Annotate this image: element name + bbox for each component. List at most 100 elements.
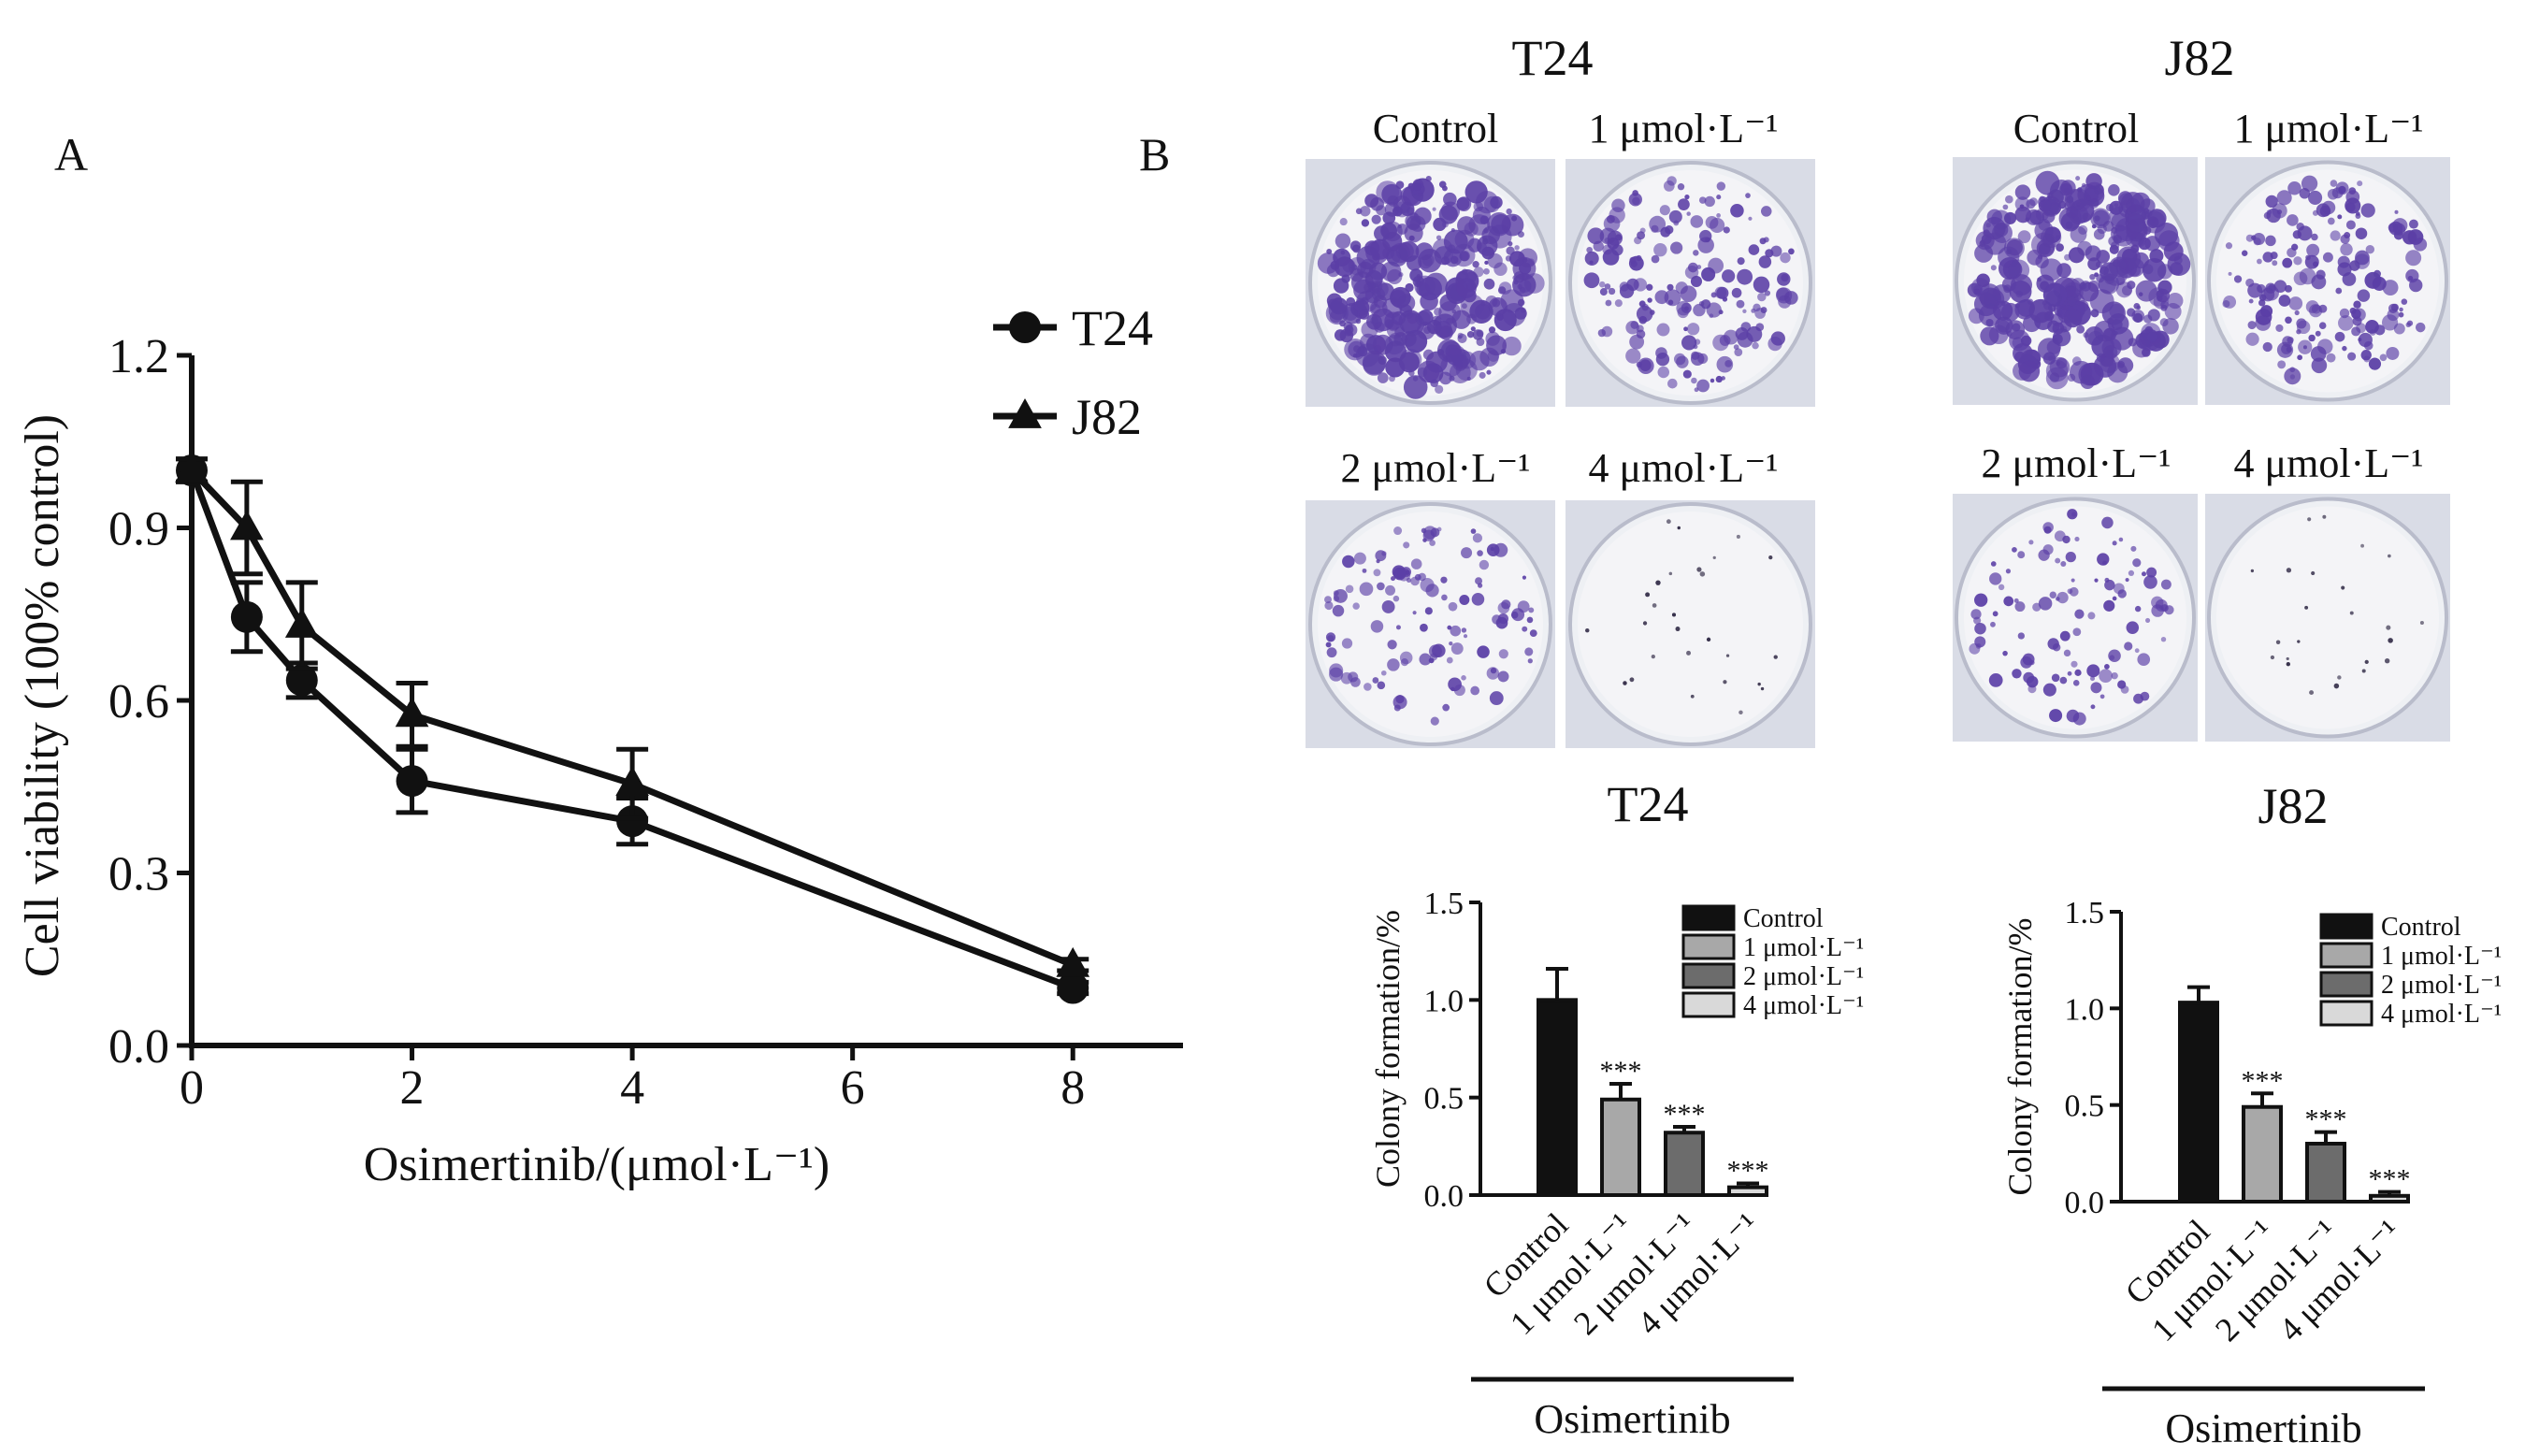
colony-dot <box>2250 569 2255 573</box>
colony-dot <box>1435 384 1444 395</box>
colony-dot <box>1449 641 1453 646</box>
colony-dot <box>2067 296 2077 307</box>
colony-dot <box>2225 242 2233 250</box>
dish-well <box>2216 169 2439 393</box>
colony-dot <box>2262 252 2273 263</box>
colony-dot <box>2340 242 2353 256</box>
colony-dot <box>2049 709 2063 723</box>
colony-dot <box>2049 356 2070 378</box>
colony-dot <box>1710 378 1715 383</box>
colony-dot <box>1350 271 1374 295</box>
bar-legend-swatch <box>2319 1000 2374 1027</box>
colony-dot <box>2114 331 2118 336</box>
colony-dot <box>1405 212 1421 230</box>
plate-label-j82-2: 1 μmol·L⁻¹ <box>2234 106 2424 151</box>
colony-dot <box>2134 648 2140 654</box>
colony-dot <box>1369 299 1388 318</box>
colony-dot <box>2253 238 2261 246</box>
colony-dot <box>2104 663 2110 670</box>
colony-dot <box>1986 209 2002 225</box>
colony-dot <box>1472 533 1483 543</box>
colony-dot <box>1398 352 1420 373</box>
colony-dot <box>2097 553 2110 566</box>
colony-dot <box>1760 206 1772 217</box>
colony-dot <box>1681 335 1697 351</box>
colony-dot <box>1659 205 1670 216</box>
colony-dot <box>1422 349 1435 360</box>
colony-dot <box>1483 267 1490 275</box>
colony-dot <box>1342 555 1355 569</box>
colony-dot <box>2419 621 2424 626</box>
colony-dot <box>2321 200 2336 215</box>
colony-dot <box>1417 360 1440 383</box>
colony-dot <box>2067 670 2072 676</box>
colony-dot <box>2351 326 2361 337</box>
colony-dot <box>2287 180 2301 195</box>
colony-dot <box>2164 303 2182 321</box>
colony-dot <box>2302 345 2307 350</box>
bar-legend-swatch <box>2319 942 2374 969</box>
bar-legend-label: 1 μmol·L⁻¹ <box>2381 942 2502 971</box>
colony-dot <box>2360 543 2364 548</box>
colony-dot <box>2059 676 2068 685</box>
bar-2 <box>1600 1097 1641 1197</box>
colony-dot <box>2386 625 2391 630</box>
colony-dot <box>2014 206 2032 223</box>
colony-dot <box>2339 308 2350 319</box>
colony-dot <box>1667 378 1678 389</box>
colony-dot <box>1374 322 1385 333</box>
data-point-t24 <box>230 600 263 633</box>
colony-dot <box>1433 217 1447 232</box>
colony-dot <box>1370 620 1384 633</box>
colony-dot <box>2155 598 2168 612</box>
colony-dot <box>2114 203 2118 208</box>
colony-dot <box>1724 360 1733 368</box>
colony-dot <box>1479 215 1490 224</box>
colony-dot <box>1690 694 1695 699</box>
data-point-j82 <box>615 766 649 797</box>
colony-dot <box>1464 180 1488 204</box>
colony-dot <box>2160 636 2167 642</box>
colony-dot <box>1693 250 1699 256</box>
colony-dot <box>1332 604 1345 617</box>
colony-dot <box>2364 659 2369 665</box>
colony-dot <box>2076 324 2085 334</box>
colony-dot <box>1324 596 1333 604</box>
colony-dot <box>2014 184 2031 200</box>
colony-dot <box>1393 526 1403 536</box>
colony-dot <box>2297 640 2301 643</box>
colony-dot <box>2348 187 2357 195</box>
colony-dot <box>1386 250 1401 265</box>
colony-dot <box>2049 372 2060 382</box>
colony-dot <box>1638 315 1648 324</box>
colony-dot <box>2030 232 2056 257</box>
colony-dot <box>1477 550 1483 556</box>
colony-dot <box>1781 273 1789 282</box>
colony-dot <box>2330 230 2341 241</box>
colony-dot <box>2072 627 2082 637</box>
colony-dot <box>2107 362 2128 383</box>
bar-y-tick-label: 1.5 <box>1424 887 1464 921</box>
bar-3 <box>2305 1142 2346 1204</box>
colony-dot <box>2401 298 2408 305</box>
colony-dot <box>1472 261 1479 268</box>
colony-dot <box>2094 184 2104 195</box>
colony-dot <box>1442 185 1448 192</box>
colony-dot <box>1686 650 1692 656</box>
colony-dot <box>2083 332 2089 339</box>
colony-dot <box>1492 298 1501 308</box>
colony-dot <box>2037 277 2042 282</box>
data-point-j82 <box>175 453 209 483</box>
colony-dot <box>2065 221 2073 229</box>
colony-dot <box>2048 355 2055 362</box>
colony-dot <box>2327 188 2339 200</box>
colony-dot <box>1990 265 1997 271</box>
colony-dot <box>2333 683 2340 689</box>
colony-dot <box>2301 175 2318 192</box>
colony-dot <box>2017 632 2025 640</box>
colony-dot <box>2038 218 2051 231</box>
colony-dot <box>1611 198 1625 212</box>
colony-dot <box>2028 298 2054 324</box>
colony-dot <box>1694 387 1699 393</box>
colony-dot <box>2311 304 2321 314</box>
